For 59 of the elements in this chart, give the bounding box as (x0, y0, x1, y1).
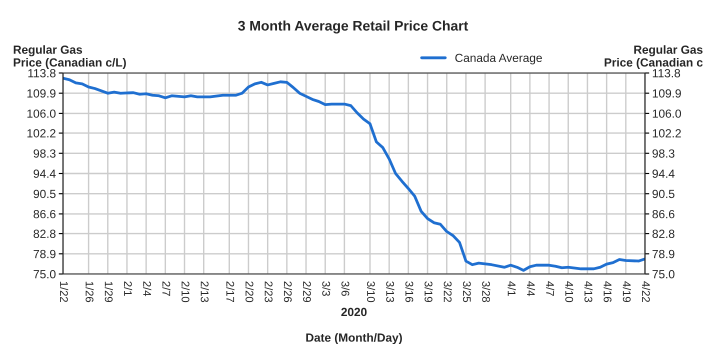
y2-tick-label: 106.0 (652, 109, 682, 118)
chart-title: 3 Month Average Retail Price Chart (238, 20, 468, 34)
y2-axis-title: Regular Gas Price (Canadian c (604, 45, 703, 69)
x-tick-label: 2/23 (264, 282, 273, 302)
x-tick-label: 4/22 (642, 281, 650, 302)
x-tick-label: 1/26 (86, 282, 94, 302)
x-tick-label: 2/20 (245, 282, 254, 302)
x-tick-label: 4/4 (526, 281, 536, 296)
legend-label: Canada Average (455, 53, 542, 64)
x-tick-label: 2/29 (303, 282, 312, 302)
x-tick-label: 3/16 (405, 281, 414, 302)
x-tick-label: 1/22 (60, 282, 68, 302)
text: 2020 (341, 308, 367, 316)
x-tick-label: 1/29 (104, 282, 113, 302)
y-tick-label: 78.9 (34, 250, 56, 258)
x-tick-label: 3/6 (341, 281, 350, 296)
y2-tick-label: 102.2 (652, 129, 681, 138)
y-tick-label: 102.2 (27, 129, 56, 138)
x-tick-label: 2/10 (182, 282, 190, 302)
y-tick-label: 86.6 (34, 210, 56, 218)
x-axis-title: Date (Month/Day) (306, 333, 402, 344)
y2-tick-label: 98.3 (652, 149, 674, 158)
y-tick-label: 106.0 (27, 109, 56, 118)
x-tick-label: 2/26 (284, 282, 292, 302)
y2-tick-label: 82.8 (652, 230, 674, 238)
y2-tick-label: 78.9 (652, 250, 674, 258)
x-tick-label: 3/25 (462, 281, 472, 302)
x-tick-label: 2/17 (226, 282, 234, 302)
y2-tick-label: 113.8 (652, 69, 680, 78)
y-tick-label: 90.5 (34, 190, 56, 198)
line-series (63, 76, 645, 272)
x-tick-label: 3/13 (386, 281, 394, 302)
x-tick-label: 4/13 (584, 281, 593, 302)
y2-tick-label: 75.0 (652, 270, 674, 278)
y-tick-label: 94.4 (34, 170, 56, 178)
x-tick-label: 3/22 (444, 281, 452, 302)
y-axis-title: Regular Gas Price (Canadian c/L) (14, 45, 126, 69)
y-tick-label: 98.3 (34, 149, 56, 158)
x-tick-label: 2/13 (200, 282, 209, 302)
y-tick-label: 82.8 (34, 230, 56, 238)
x-tick-label: 4/7 (546, 281, 554, 296)
y2-tick-label: 86.6 (652, 210, 674, 218)
y-tick-label: 113.8 (28, 69, 56, 78)
y-tick-label: 75.0 (34, 270, 56, 278)
x-tick-label: 3/28 (482, 281, 490, 302)
y2-tick-label: 109.9 (652, 89, 681, 98)
y2-tick-label: 90.5 (652, 190, 674, 198)
x-tick-label: 2/7 (162, 282, 171, 296)
x-tick-label: 4/1 (508, 281, 516, 296)
x-tick-label: 3/3 (322, 281, 330, 296)
x-tick-label: 2/4 (143, 282, 152, 296)
x-tick-label: 2/1 (124, 282, 132, 296)
x-tick-label: 4/19 (622, 281, 631, 302)
x-tick-label: 4/10 (565, 281, 574, 302)
y2-tick-label: 94.4 (652, 170, 675, 178)
x-tick-label: 4/16 (604, 281, 612, 302)
y-tick-label: 109.9 (27, 89, 56, 98)
x-tick-label: 3/10 (367, 281, 376, 302)
x-tick-label: 3/19 (424, 281, 433, 302)
